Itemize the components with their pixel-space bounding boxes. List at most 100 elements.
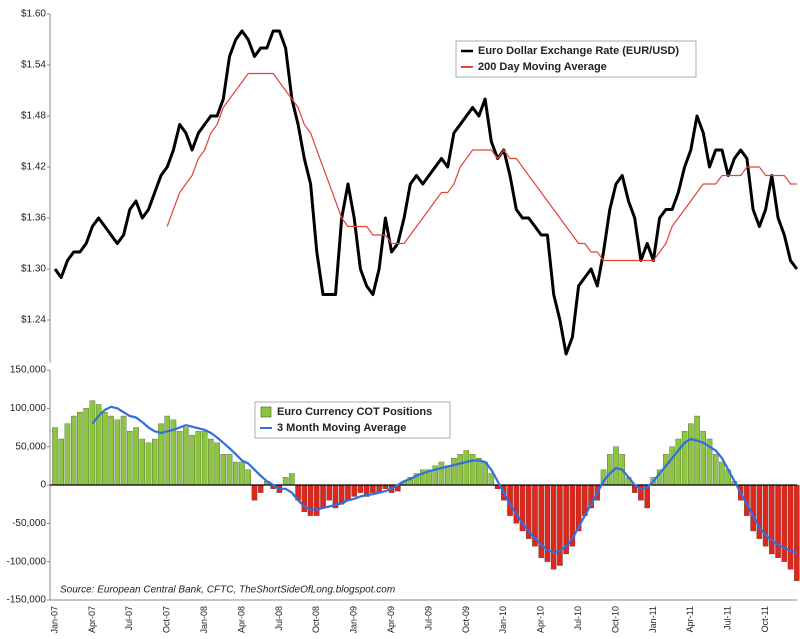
bar (444, 465, 451, 486)
y-tick-label: 100,000 (10, 403, 47, 414)
y-tick-label: 50,000 (15, 441, 46, 452)
bar (469, 454, 476, 486)
bar (183, 427, 189, 486)
x-tick-label: Apr-07 (87, 606, 97, 633)
bar (70, 415, 77, 486)
bar (208, 438, 214, 486)
bar (781, 484, 788, 562)
bar (77, 412, 83, 486)
bar (451, 458, 457, 486)
bar (320, 484, 326, 509)
y-tick-label: $1.24 (21, 315, 46, 326)
bar (457, 454, 463, 486)
x-tick-label: Oct-08 (311, 606, 321, 633)
x-tick-label: Oct-10 (610, 606, 620, 633)
bar (326, 484, 333, 501)
bar (164, 415, 170, 486)
y-tick-label: $1.30 (21, 264, 46, 275)
bar (195, 431, 202, 486)
bar (133, 427, 139, 486)
legend-label: 200 Day Moving Average (478, 61, 607, 73)
x-tick-label: Apr-09 (386, 606, 396, 633)
bar (357, 484, 364, 493)
bar (607, 454, 613, 486)
bar (201, 431, 208, 486)
bar (189, 435, 195, 486)
bar (712, 454, 719, 486)
bar (114, 419, 121, 486)
x-tick-label: Jul-11 (723, 606, 733, 630)
legend-label: Euro Dollar Exchange Rate (EUR/USD) (478, 45, 679, 57)
legend-swatch (260, 406, 272, 418)
bar (314, 484, 320, 516)
y-tick-label: $1.48 (21, 111, 46, 122)
bar (89, 400, 96, 486)
bar (64, 423, 71, 486)
bar (127, 431, 133, 486)
x-tick-label: Jul-07 (124, 606, 134, 631)
y-tick-label: -100,000 (7, 556, 47, 567)
bar (769, 484, 775, 555)
bar (787, 484, 794, 570)
bar (694, 415, 700, 486)
bar (613, 446, 619, 486)
bar (245, 469, 251, 486)
bar (282, 477, 289, 486)
bar (463, 450, 470, 486)
x-tick-label: Oct-09 (461, 606, 471, 633)
y-tick-label: -150,000 (7, 595, 47, 606)
legend-box (455, 40, 697, 78)
y-tick-label: $1.42 (21, 162, 46, 173)
x-tick-label: Jan-09 (349, 606, 359, 634)
bar (307, 484, 314, 516)
bar (120, 415, 127, 486)
bar (257, 484, 264, 493)
bar (226, 454, 233, 486)
x-tick-label: Jan-10 (498, 606, 508, 634)
bar (550, 484, 557, 570)
bar (220, 454, 227, 486)
bar (557, 484, 563, 566)
bar (675, 438, 682, 486)
x-tick-label: Oct-07 (162, 606, 172, 633)
bar (688, 423, 694, 486)
bar (139, 438, 146, 486)
bar (345, 484, 351, 501)
y-tick-label: 0 (40, 480, 46, 491)
bar (351, 484, 357, 497)
bar (214, 442, 220, 486)
x-tick-label: Apr-08 (236, 606, 246, 633)
y-tick-label: $1.36 (21, 213, 46, 224)
x-tick-label: Jul-09 (423, 606, 433, 631)
bar (370, 484, 376, 493)
bar (52, 427, 58, 486)
bar (438, 461, 445, 486)
bar (681, 431, 688, 486)
x-tick-label: Jan-08 (199, 606, 209, 634)
y-tick-label: $1.60 (21, 9, 46, 20)
x-tick-label: Jan-11 (648, 606, 658, 633)
series-line (91, 405, 798, 554)
bar (108, 415, 114, 486)
bar (239, 461, 245, 486)
bar (102, 412, 108, 486)
bar (669, 446, 675, 486)
bar (83, 408, 89, 486)
bar (750, 484, 756, 532)
bar (700, 431, 707, 486)
bar (233, 461, 239, 486)
x-tick-label: Apr-11 (685, 606, 695, 632)
x-tick-label: Jan-07 (49, 606, 59, 634)
legend-label: 3 Month Moving Average (277, 422, 406, 434)
bar (58, 438, 64, 486)
bar (476, 458, 482, 486)
y-tick-label: $1.54 (21, 60, 46, 71)
x-tick-label: Apr-10 (536, 606, 546, 633)
series-line (166, 72, 797, 262)
legend-label: Euro Currency COT Positions (277, 406, 432, 418)
y-tick-label: -50,000 (12, 518, 46, 529)
x-tick-label: Oct-11 (760, 606, 770, 632)
bar (289, 473, 295, 486)
bar (145, 442, 152, 486)
